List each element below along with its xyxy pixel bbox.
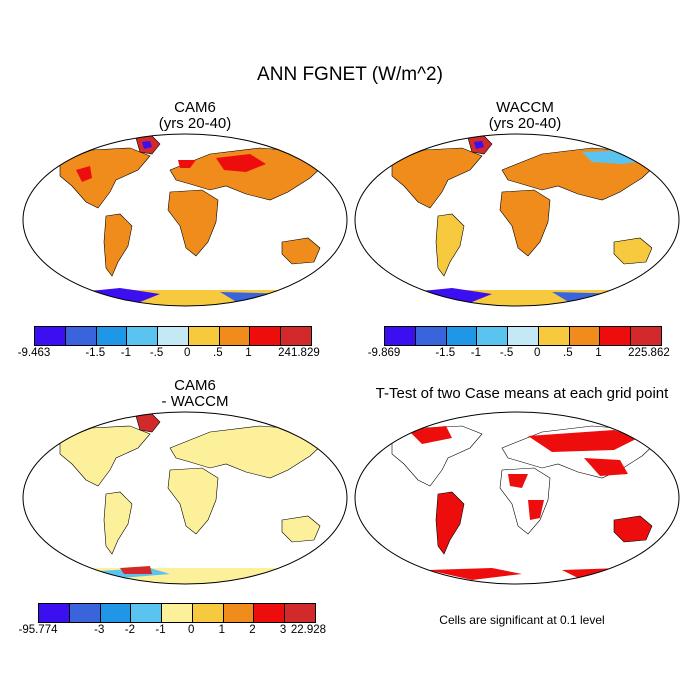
diff-panel-title: CAM6 - WACCM [45,378,345,410]
waccm-colorbar-label: 1 [595,347,602,359]
diff-colorbar-cell [162,604,193,622]
diff-colorbar-label: -3 [94,624,105,636]
waccm-colorbar-cell [446,327,478,345]
diff-colorbar-cell [100,604,132,622]
cam6-colorbar-cell [127,327,159,345]
waccm-colorbar-label: .5 [563,347,573,359]
cam6-colorbar-label: -1 [120,347,132,359]
cam6-colorbar-cell [281,327,312,345]
waccm-colorbar-cell [569,327,601,345]
waccm-map [354,133,680,307]
diff-colorbar-label: 0 [187,624,195,636]
ttest-significance-note: Cells are significant at 0.1 level [439,613,605,627]
diff-colorbar-labels: -95.774 -3 -2 -1 0 1 2 3 22.928 [18,624,326,638]
waccm-colorbar-label: 0 [533,347,541,359]
diff-colorbar-label: 22.928 [290,624,327,636]
waccm-colorbar-cell [477,327,509,345]
waccm-colorbar-labels: -9.869 -1.5 -1 -.5 0 .5 1 225.862 [368,347,670,361]
diff-title-line2: - WACCM [161,393,229,410]
cam6-colorbar-label: -1.5 [85,347,106,359]
cam6-colorbar-cell [188,327,220,345]
diff-title-line1: CAM6 [174,377,216,394]
cam6-colorbar-label: 241.829 [278,347,320,359]
cam6-colorbar-cell [96,327,128,345]
waccm-panel-title: WACCM (yrs 20-40) [375,100,675,132]
cam6-colorbar-cell [219,327,251,345]
cam6-colorbar-labels: -9.463 -1.5 -1 -.5 0 .5 1 241.829 [18,347,320,361]
cam6-colorbar-cell [250,327,282,345]
diff-colorbar-cell [254,604,286,622]
diff-colorbar-label: 2 [249,624,256,636]
cam6-colorbar-label: .5 [213,347,223,359]
diff-map [22,411,348,585]
waccm-colorbar-cell [385,327,416,345]
diff-colorbar [38,603,316,623]
waccm-colorbar-label: -1 [470,347,482,359]
cam6-colorbar-cell [35,327,66,345]
waccm-title-line2: (yrs 20-40) [488,115,562,132]
diff-colorbar-cell [131,604,163,622]
cam6-colorbar [34,326,312,346]
diff-colorbar-label: -1 [155,624,166,636]
diff-colorbar-cell [192,604,224,622]
waccm-colorbar-cell [508,327,539,345]
cam6-colorbar-label: -9.463 [17,347,51,359]
diff-colorbar-label: 3 [279,624,287,636]
waccm-colorbar-cell [415,327,447,345]
cam6-colorbar-cell [65,327,97,345]
waccm-colorbar-cell [538,327,570,345]
cam6-panel-title: CAM6 (yrs 20-40) [45,100,345,132]
diff-colorbar-cell [285,604,316,622]
cam6-colorbar-label: -.5 [149,347,164,359]
waccm-colorbar-label: -9.869 [367,347,401,359]
diff-colorbar-label: -95.774 [18,624,58,636]
cam6-colorbar-cell [158,327,189,345]
diff-colorbar-label: -2 [124,624,136,636]
figure-title: ANN FGNET (W/m^2) [257,64,443,85]
waccm-colorbar-cell [600,327,632,345]
ttest-map [354,411,680,585]
cam6-colorbar-label: 1 [245,347,252,359]
cam6-map [22,133,348,307]
diff-colorbar-label: 1 [218,624,226,636]
diff-colorbar-cell [223,604,255,622]
waccm-colorbar-label: 225.862 [628,347,670,359]
cam6-title-line1: CAM6 [174,99,216,116]
waccm-colorbar-cell [631,327,662,345]
cam6-title-line2: (yrs 20-40) [158,115,232,132]
ttest-panel-title: T-Test of two Case means at each grid po… [375,385,669,402]
waccm-colorbar [384,326,662,346]
cam6-colorbar-label: 0 [183,347,191,359]
diff-colorbar-cell [39,604,70,622]
waccm-title-line1: WACCM [496,99,554,116]
waccm-colorbar-label: -.5 [499,347,514,359]
diff-colorbar-cell [69,604,101,622]
waccm-colorbar-label: -1.5 [435,347,456,359]
